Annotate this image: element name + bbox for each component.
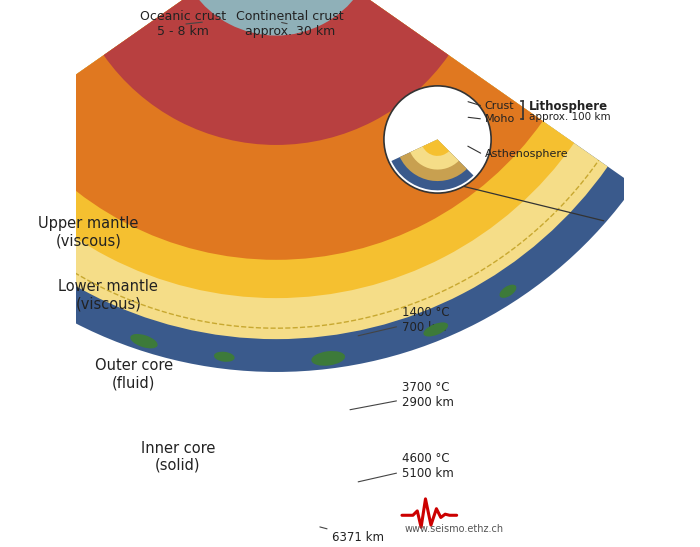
Text: Lower mantle
(viscous): Lower mantle (viscous)	[58, 279, 158, 312]
Text: Upper mantle
(viscous): Upper mantle (viscous)	[38, 216, 139, 249]
Text: Lithosphere: Lithosphere	[528, 100, 608, 113]
Text: approx. 100 km: approx. 100 km	[528, 112, 610, 121]
Text: www.seismo.ethz.ch: www.seismo.ethz.ch	[405, 523, 504, 534]
Ellipse shape	[214, 352, 234, 362]
Wedge shape	[193, 0, 359, 36]
Wedge shape	[410, 139, 458, 170]
Ellipse shape	[424, 322, 448, 336]
Text: Crust: Crust	[484, 101, 514, 111]
Text: Outer core
(fluid): Outer core (fluid)	[95, 358, 173, 391]
Text: 6371 km: 6371 km	[320, 527, 384, 544]
Wedge shape	[391, 139, 473, 190]
Wedge shape	[0, 0, 608, 339]
Text: Oceanic crust
5 - 8 km: Oceanic crust 5 - 8 km	[140, 10, 226, 38]
Ellipse shape	[312, 351, 345, 366]
Text: Moho: Moho	[484, 114, 515, 124]
Wedge shape	[423, 139, 449, 156]
Ellipse shape	[130, 334, 158, 348]
Wedge shape	[104, 0, 449, 145]
Circle shape	[384, 86, 491, 193]
Text: 3700 °C
2900 km: 3700 °C 2900 km	[350, 381, 454, 410]
Wedge shape	[0, 0, 635, 372]
Ellipse shape	[500, 284, 517, 298]
Text: Continental crust
approx. 30 km: Continental crust approx. 30 km	[236, 10, 344, 38]
Wedge shape	[0, 0, 574, 298]
Text: 1400 °C
700 km: 1400 °C 700 km	[358, 306, 449, 336]
Wedge shape	[400, 139, 467, 181]
Text: Asthenosphere: Asthenosphere	[484, 149, 568, 160]
Text: 4600 °C
5100 km: 4600 °C 5100 km	[358, 452, 454, 482]
Text: Inner core
(solid): Inner core (solid)	[141, 440, 215, 473]
Wedge shape	[10, 0, 542, 260]
